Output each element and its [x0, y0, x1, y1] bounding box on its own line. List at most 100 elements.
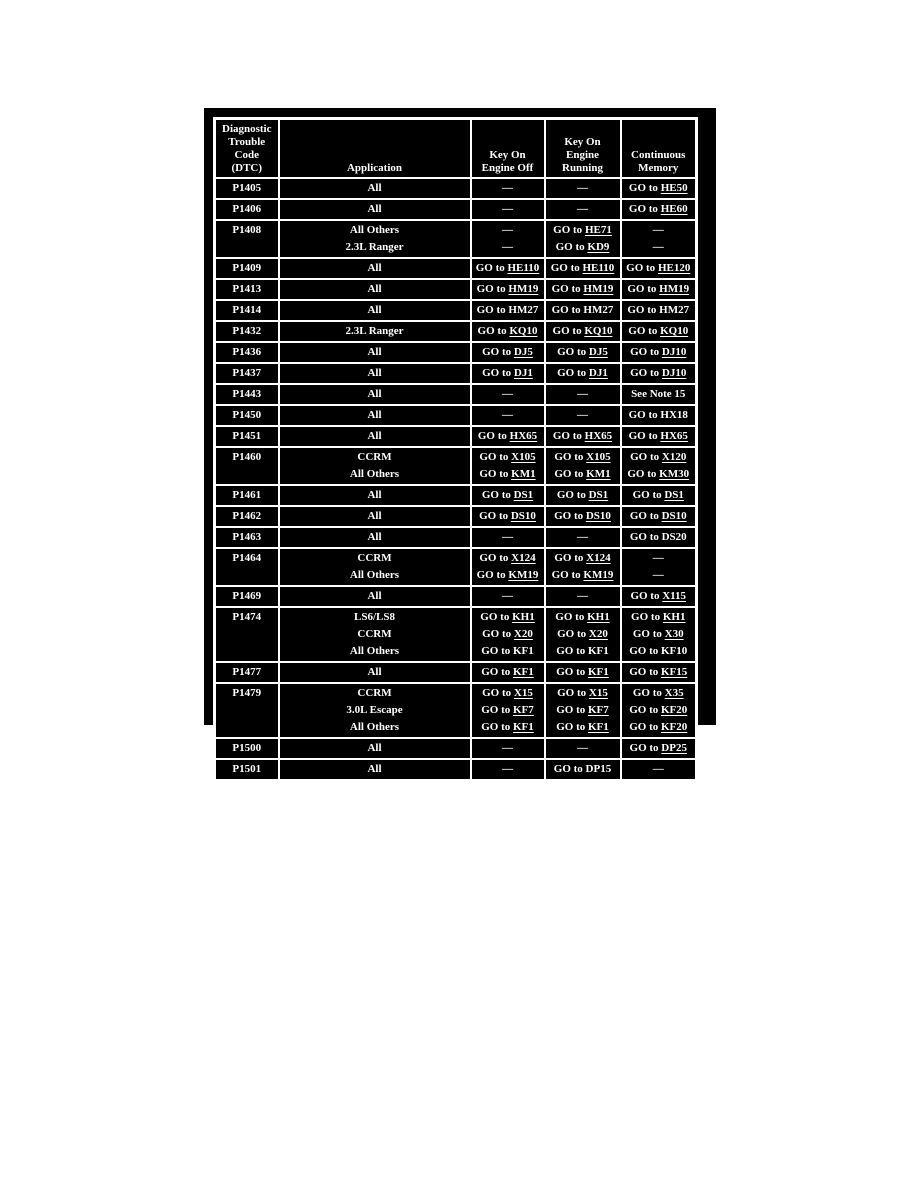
dtc-code-cell: P1479	[213, 682, 280, 739]
go-to-link[interactable]: HE110	[582, 262, 615, 274]
go-to-link[interactable]: KD9	[587, 241, 610, 253]
go-to-link[interactable]: DJ10	[661, 367, 687, 379]
go-to-link[interactable]: HM19	[583, 283, 614, 295]
dtc-code-cell: P1436	[213, 341, 280, 364]
go-to-cell-line: GO to HM27	[476, 304, 539, 316]
application-cell: All	[277, 198, 472, 221]
go-to-link[interactable]: X105	[586, 451, 611, 463]
go-to-link[interactable]: KM1	[511, 468, 536, 480]
go-to-link[interactable]: X15	[513, 687, 533, 699]
key-on-engine-off-cell: GO to KH1 GO to X20 GO to KF1	[469, 606, 546, 663]
go-to-cell-line: GO to KM19	[476, 569, 539, 581]
empty-dash: —	[502, 388, 513, 400]
go-to-link[interactable]: HX65	[584, 430, 613, 442]
go-to-link[interactable]: KQ10	[509, 325, 538, 337]
go-to-cell-line: GO to HM19	[476, 283, 539, 295]
go-to-link[interactable]: DP25	[661, 742, 687, 754]
go-to-link[interactable]: KF20	[661, 704, 688, 716]
go-to-link[interactable]: KF1	[513, 721, 534, 733]
go-to-link[interactable]: X120	[661, 451, 687, 463]
dtc-table-header: Diagnostic Trouble Code (DTC) Applicatio…	[213, 117, 698, 179]
key-on-engine-off-cell: GO to DS1	[469, 484, 546, 507]
application-cell: CCRM All Others	[277, 446, 472, 486]
go-to-link[interactable]: HE71	[584, 224, 612, 236]
dtc-code-cell: P1413	[213, 278, 280, 301]
empty-dash: —	[502, 241, 513, 253]
go-to-target: KF1	[588, 645, 609, 657]
go-to-link[interactable]: KF1	[513, 666, 534, 678]
go-to-link[interactable]: KF1	[588, 666, 609, 678]
go-to-link[interactable]: DJ1	[588, 367, 608, 379]
go-to-cell-line: GO to X15	[557, 687, 608, 699]
dtc-code: P1451	[232, 430, 262, 442]
dtc-code: P1413	[232, 283, 262, 295]
go-to-cell-line: GO to HX65	[628, 430, 688, 442]
go-to-link[interactable]: KM19	[583, 569, 614, 581]
go-to-link[interactable]: DS10	[510, 510, 536, 522]
go-to-link[interactable]: HE50	[660, 182, 688, 194]
go-to-link[interactable]: X124	[586, 552, 611, 564]
application-label: All Others	[349, 569, 400, 581]
go-to-link[interactable]: HM19	[508, 283, 539, 295]
go-to-link[interactable]: HM19	[659, 283, 690, 295]
table-row: P1501 All — GO to DP15 —	[213, 758, 698, 782]
go-to-link[interactable]: X15	[588, 687, 608, 699]
go-to-cell-line: GO to KF1	[556, 666, 609, 678]
go-to-cell-line: GO to KQ10	[628, 325, 689, 337]
go-to-link[interactable]: DS1	[588, 489, 609, 501]
go-to-link[interactable]: DS10	[585, 510, 611, 522]
dtc-code: P1464	[232, 552, 262, 564]
go-to-cell-line: GO to X120	[630, 451, 687, 463]
go-to-link[interactable]: DS1	[664, 489, 684, 501]
go-to-link[interactable]: X105	[511, 451, 536, 463]
go-to-link[interactable]: KM30	[659, 468, 690, 480]
go-to-link[interactable]: HX65	[660, 430, 688, 442]
continuous-memory-cell: GO to X115	[619, 585, 698, 608]
go-to-link[interactable]: KQ10	[660, 325, 689, 337]
go-to-link[interactable]: KH1	[587, 611, 610, 623]
go-to-cell-line: GO to HE110	[550, 262, 615, 274]
go-to-link[interactable]: X115	[662, 590, 687, 602]
go-to-link[interactable]: HE110	[507, 262, 540, 274]
key-on-engine-off-cell: GO to HX65	[469, 425, 546, 448]
go-to-link[interactable]: KH1	[512, 611, 535, 623]
go-to-cell-line: GO to KF20	[629, 704, 688, 716]
continuous-memory-cell: GO to X35 GO to KF20 GO to KF20	[619, 682, 698, 739]
go-to-link[interactable]: X20	[513, 628, 533, 640]
go-to-link[interactable]: HE120	[657, 262, 691, 274]
go-to-link[interactable]: DJ5	[588, 346, 608, 358]
empty-dash: —	[502, 203, 513, 215]
go-to-link[interactable]: X30	[664, 628, 684, 640]
go-to-link[interactable]: DJ10	[661, 346, 687, 358]
table-row: P1460 CCRM All Others GO to X105 GO to KM1 GO…	[213, 446, 698, 486]
empty-dash: —	[577, 742, 588, 754]
go-to-link[interactable]: X35	[664, 687, 684, 699]
go-to-cell-line: GO to DS10	[629, 510, 687, 522]
go-to-link[interactable]: DJ1	[513, 367, 533, 379]
go-to-link[interactable]: HE60	[660, 203, 688, 215]
go-to-link[interactable]: HX65	[509, 430, 538, 442]
go-to-link[interactable]: KQ10	[584, 325, 613, 337]
go-to-link[interactable]: KF7	[588, 704, 609, 716]
dtc-code-cell: P1443	[213, 383, 280, 406]
go-to-link[interactable]: X20	[588, 628, 608, 640]
application-label: All	[367, 346, 382, 358]
application-cell: All	[277, 737, 472, 760]
go-to-link[interactable]: X124	[511, 552, 536, 564]
go-to-link[interactable]: KF7	[513, 704, 534, 716]
dtc-code: P1405	[232, 182, 262, 194]
key-on-engine-off-cell: GO to X15 GO to KF7 GO to KF1	[469, 682, 546, 739]
go-to-link[interactable]: KM1	[586, 468, 611, 480]
empty-dash: —	[652, 224, 664, 236]
go-to-link[interactable]: KM19	[508, 569, 539, 581]
go-to-link[interactable]: KF1	[588, 721, 609, 733]
header-continuous-memory: Continuous Memory	[619, 117, 698, 179]
go-to-link[interactable]: KF20	[661, 721, 688, 733]
go-to-link[interactable]: DS1	[513, 489, 534, 501]
go-to-link[interactable]: KH1	[662, 611, 686, 623]
go-to-link[interactable]: DS10	[661, 510, 687, 522]
go-to-link[interactable]: KF15	[661, 666, 688, 678]
go-to-link[interactable]: DJ5	[513, 346, 533, 358]
application-label: 2.3L Ranger	[345, 241, 404, 253]
dtc-code-cell: P1432	[213, 320, 280, 343]
